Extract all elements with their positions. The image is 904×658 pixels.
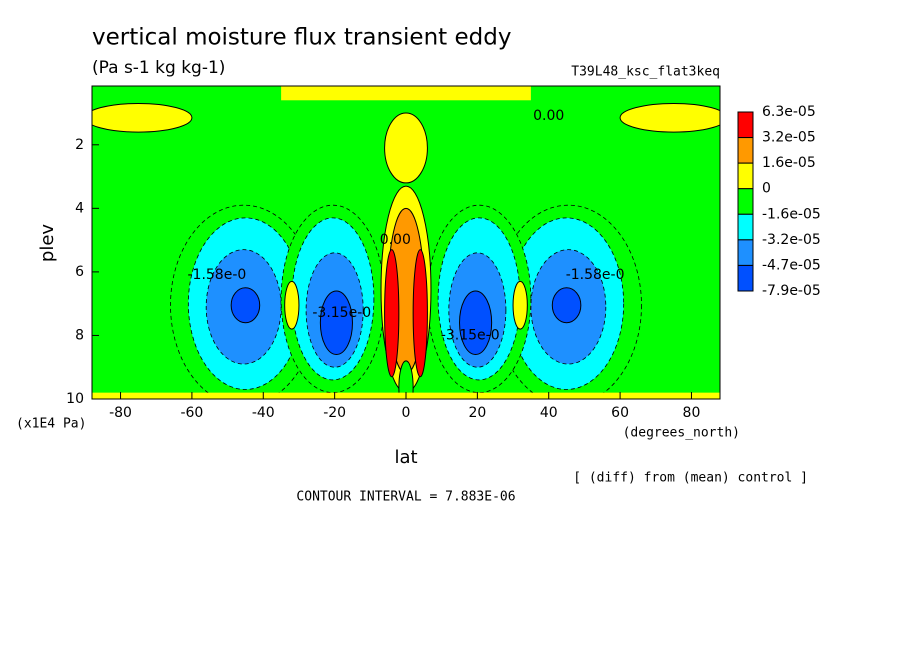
contour-region [512, 280, 528, 330]
contour-region [459, 290, 493, 356]
colorbar-label: -3.2e-05 [762, 232, 821, 248]
contour-label: -1.58e-0 [187, 267, 246, 283]
y-tick-label: 4 [75, 200, 84, 216]
colorbar-label: 3.2e-05 [762, 130, 816, 146]
contour-label: 0.00 [533, 108, 564, 124]
x-tick-label: 20 [468, 405, 486, 421]
x-tick-label: -80 [109, 405, 132, 421]
contour-region [551, 287, 582, 324]
x-tick-label: 60 [611, 405, 629, 421]
plot-area: 0.00 -1.58e-0 -1.58e-0 -3.15e-0 -3.15e-0 0.00 [92, 86, 720, 399]
note: [ (diff) from (mean) control ] [573, 471, 808, 486]
contour-region [230, 287, 261, 324]
colorbar-box [737, 111, 754, 139]
x-tick-label: 40 [540, 405, 558, 421]
colorbar-box [737, 213, 754, 241]
x-axis-label: lat [394, 447, 417, 468]
y-tick-label: 6 [75, 264, 84, 280]
chart-title: vertical moisture flux transient eddy [92, 25, 511, 51]
colorbar-label: -4.7e-05 [762, 257, 821, 273]
contour-region [92, 102, 193, 133]
contour-interval: CONTOUR INTERVAL = 7.883E-06 [296, 490, 515, 505]
contour-region [398, 360, 414, 399]
contour-label: -1.58e-0 [566, 267, 625, 283]
colorbar-label: 0 [762, 181, 771, 197]
y-unit: (x1E4 Pa) [16, 417, 86, 432]
contour-region [284, 280, 300, 330]
contour-region [384, 249, 400, 378]
y-tick-label: 8 [75, 327, 84, 343]
contour-label: -3.15e-0 [312, 305, 371, 321]
contour-label: -3.15e-0 [441, 327, 500, 343]
contour-region [281, 86, 531, 101]
colorbar-label: 1.6e-05 [762, 155, 816, 171]
colorbar-box [737, 264, 754, 292]
x-tick-label: -60 [180, 405, 203, 421]
x-unit: (degrees_north) [623, 426, 740, 441]
x-tick-label: 80 [683, 405, 701, 421]
x-tick-label: -20 [323, 405, 346, 421]
chart-subtitle: (Pa s-1 kg kg-1) [92, 58, 225, 78]
colorbar-box [737, 188, 754, 215]
x-tick-label: -40 [252, 405, 275, 421]
contour-label: 0.00 [380, 232, 411, 248]
colorbar-box [737, 239, 754, 266]
y-tick-label: 2 [75, 137, 84, 153]
x-tick-label: 0 [402, 405, 411, 421]
run-name: T39L48_ksc_flat3keq [571, 65, 720, 80]
contour-region [412, 249, 428, 378]
contour-region [384, 112, 428, 184]
colorbar-label: -1.6e-05 [762, 206, 821, 222]
contour-region [319, 290, 353, 356]
y-axis-label: plev [37, 224, 58, 263]
colorbar-label: 6.3e-05 [762, 104, 816, 120]
colorbar-box [737, 162, 754, 190]
colorbar-label: -7.9e-05 [762, 283, 821, 299]
contour-region [619, 102, 720, 133]
colorbar-box [737, 137, 754, 164]
y-tick-label: 10 [66, 391, 84, 407]
